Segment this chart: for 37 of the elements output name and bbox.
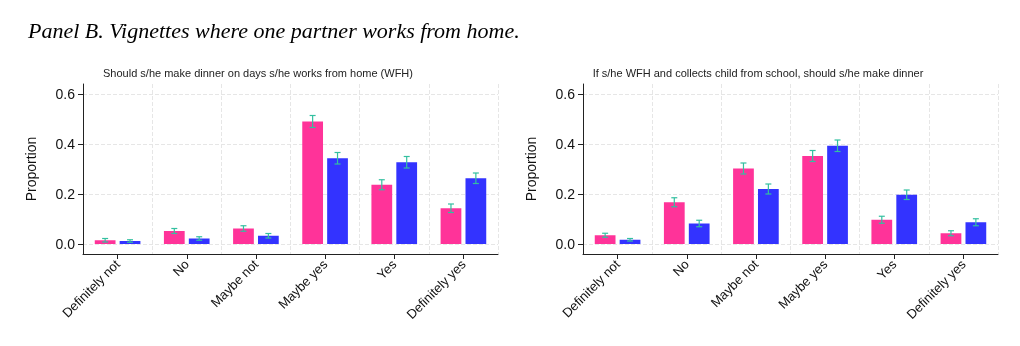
- y-tick-label: 0.2: [555, 186, 576, 202]
- bar: [163, 231, 185, 244]
- x-tick-label: No: [669, 256, 693, 280]
- bar: [940, 233, 962, 244]
- y-tick-label: 0.0: [555, 236, 576, 252]
- bar: [465, 178, 487, 244]
- bar: [802, 156, 824, 244]
- y-axis-title: Proportion: [23, 136, 39, 202]
- bar: [688, 223, 710, 244]
- y-tick-label: 0.4: [555, 136, 576, 152]
- bar: [594, 235, 616, 244]
- y-tick-label: 0.6: [555, 86, 576, 102]
- y-tick-label: 0.6: [55, 86, 76, 102]
- bar: [233, 228, 254, 244]
- chart-title: Should s/he make dinner on days s/he works from home (WFH): [103, 66, 413, 79]
- bar: [871, 219, 893, 244]
- x-tick-label: Yes: [373, 256, 400, 283]
- y-axis-title: Proportion: [523, 136, 539, 202]
- bar: [188, 238, 210, 244]
- bar: [965, 222, 987, 244]
- bar: [757, 189, 779, 244]
- y-tick-label: 0.4: [55, 136, 76, 152]
- bar: [396, 162, 418, 244]
- y-tick-label: 0.2: [55, 186, 76, 202]
- text: Panel B. Vignettes where one partner works from home.: [27, 17, 521, 45]
- bar: [827, 145, 848, 244]
- bar: [302, 121, 324, 244]
- bar: [440, 208, 462, 244]
- bar: [896, 194, 918, 244]
- x-tick-label: No: [169, 256, 193, 280]
- y-tick-label: 0.0: [55, 236, 76, 252]
- bar: [327, 158, 348, 244]
- bar: [733, 168, 754, 244]
- bar: [663, 202, 685, 244]
- chart-title: If s/he WFH and collects child from school, should s/he make dinner: [592, 66, 924, 79]
- x-tick-label: Yes: [873, 256, 900, 283]
- bar: [371, 184, 393, 244]
